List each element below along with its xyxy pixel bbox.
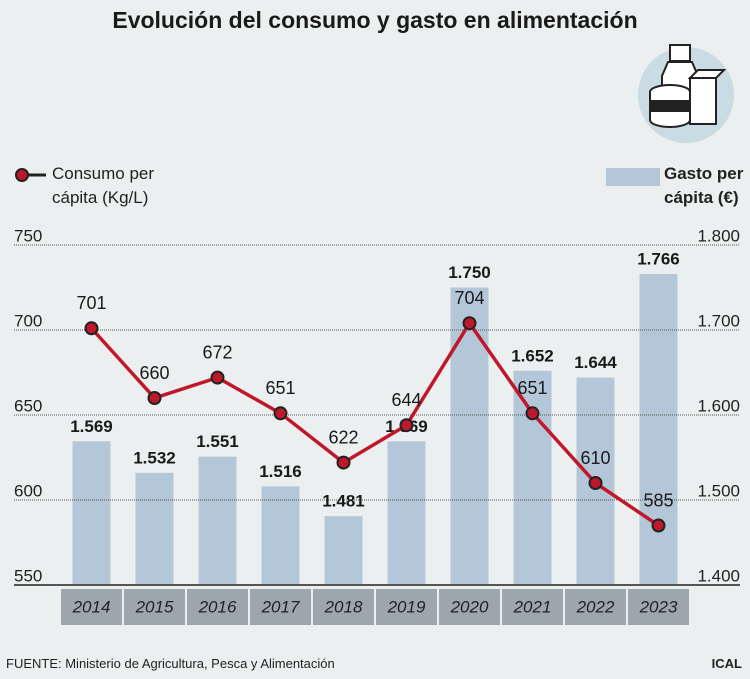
x-tick-box: [124, 589, 185, 625]
bar: [324, 516, 363, 585]
line-value-label: 701: [76, 293, 106, 313]
legend-swatch: [606, 168, 660, 186]
line-value-label: 585: [643, 490, 673, 510]
y2-tick-label: 1.600: [697, 396, 740, 415]
bar: [135, 472, 174, 585]
line-value-label: 660: [139, 363, 169, 383]
x-tick-box: [187, 589, 248, 625]
line-marker: [210, 370, 225, 385]
x-tick-box: [502, 589, 563, 625]
grid: [14, 244, 740, 586]
line-value-label: 644: [391, 390, 421, 410]
line-marker: [588, 476, 603, 490]
bar-value-label: 1.652: [511, 346, 554, 365]
bar: [198, 456, 237, 585]
bar-value-label: 1.551: [196, 432, 239, 451]
x-tick-label: 2020: [450, 597, 489, 616]
line-value-label: 672: [202, 342, 232, 362]
bar-value-label: 1.766: [637, 249, 680, 268]
x-tick-box: [376, 589, 437, 625]
credit: ICAL: [711, 656, 742, 671]
x-tick-label: 2018: [324, 597, 363, 616]
line-value-label: 651: [265, 378, 295, 398]
line-marker: [84, 321, 99, 336]
y-tick-label: 750: [14, 226, 42, 245]
line-marker: [273, 406, 288, 421]
x-tick-label: 2016: [198, 597, 237, 616]
y2-tick-label: 1.700: [697, 311, 740, 330]
y-tick-label: 600: [14, 481, 42, 500]
line-marker: [525, 406, 540, 421]
y-tick-label: 550: [14, 566, 42, 585]
bar: [72, 441, 111, 585]
line-marker: [399, 418, 414, 433]
bar-value-label: 1.481: [322, 492, 365, 511]
x-tick-box: [61, 589, 122, 625]
icon: [638, 44, 734, 143]
line: [90, 320, 660, 527]
x-tick-box: [313, 589, 374, 625]
line-value-label: 610: [580, 448, 610, 468]
source: FUENTE: Ministerio de Agricultura, Pesca…: [6, 656, 335, 671]
x-tick-box: [565, 589, 626, 625]
legend-entry: Consumo per cápita (Kg/L): [52, 164, 155, 207]
legend-entry: Gasto per cápita (€): [664, 164, 744, 207]
chart-title: Evolución del consumo y gasto en aliment…: [112, 7, 637, 33]
bar-value-label: 1.644: [574, 353, 617, 372]
x-tick-label: 2023: [639, 597, 678, 616]
bar-value-label: 1.516: [259, 462, 302, 481]
x-tick-box: [439, 589, 500, 625]
bar-value-label: 1.569: [70, 417, 113, 436]
line-marker: [462, 316, 477, 331]
bar: [387, 441, 426, 585]
line-marker: [336, 455, 351, 470]
line-marker: [651, 518, 666, 533]
line-value-label: 651: [517, 378, 547, 398]
bars: [72, 273, 678, 585]
line-value-label: 622: [328, 427, 358, 447]
y2-tick-label: 1.800: [697, 226, 740, 245]
y-tick-label: 650: [14, 396, 42, 415]
bar-value-label: 1.750: [448, 263, 491, 282]
x-tick-box: [628, 589, 689, 625]
x-tick-label: 2021: [513, 597, 552, 616]
bar: [639, 273, 678, 585]
bar-value-label: 1.532: [133, 448, 176, 467]
x-tick-label: 2017: [261, 597, 300, 616]
bar: [513, 370, 552, 585]
legend-marker: [15, 168, 29, 182]
y2-tick-label: 1.500: [697, 481, 740, 500]
line-marker: [147, 391, 162, 405]
x-tick-label: 2015: [135, 597, 174, 616]
bar: [261, 486, 300, 585]
y2-tick-label: 1.400: [697, 566, 740, 585]
x-tick-box: [250, 589, 311, 625]
x-tick-label: 2022: [576, 597, 615, 616]
bar: [450, 287, 489, 585]
x-tick-label: 2014: [72, 597, 111, 616]
y-tick-label: 700: [14, 311, 42, 330]
line-value-label: 704: [454, 288, 484, 308]
x-tick-label: 2019: [387, 597, 426, 616]
